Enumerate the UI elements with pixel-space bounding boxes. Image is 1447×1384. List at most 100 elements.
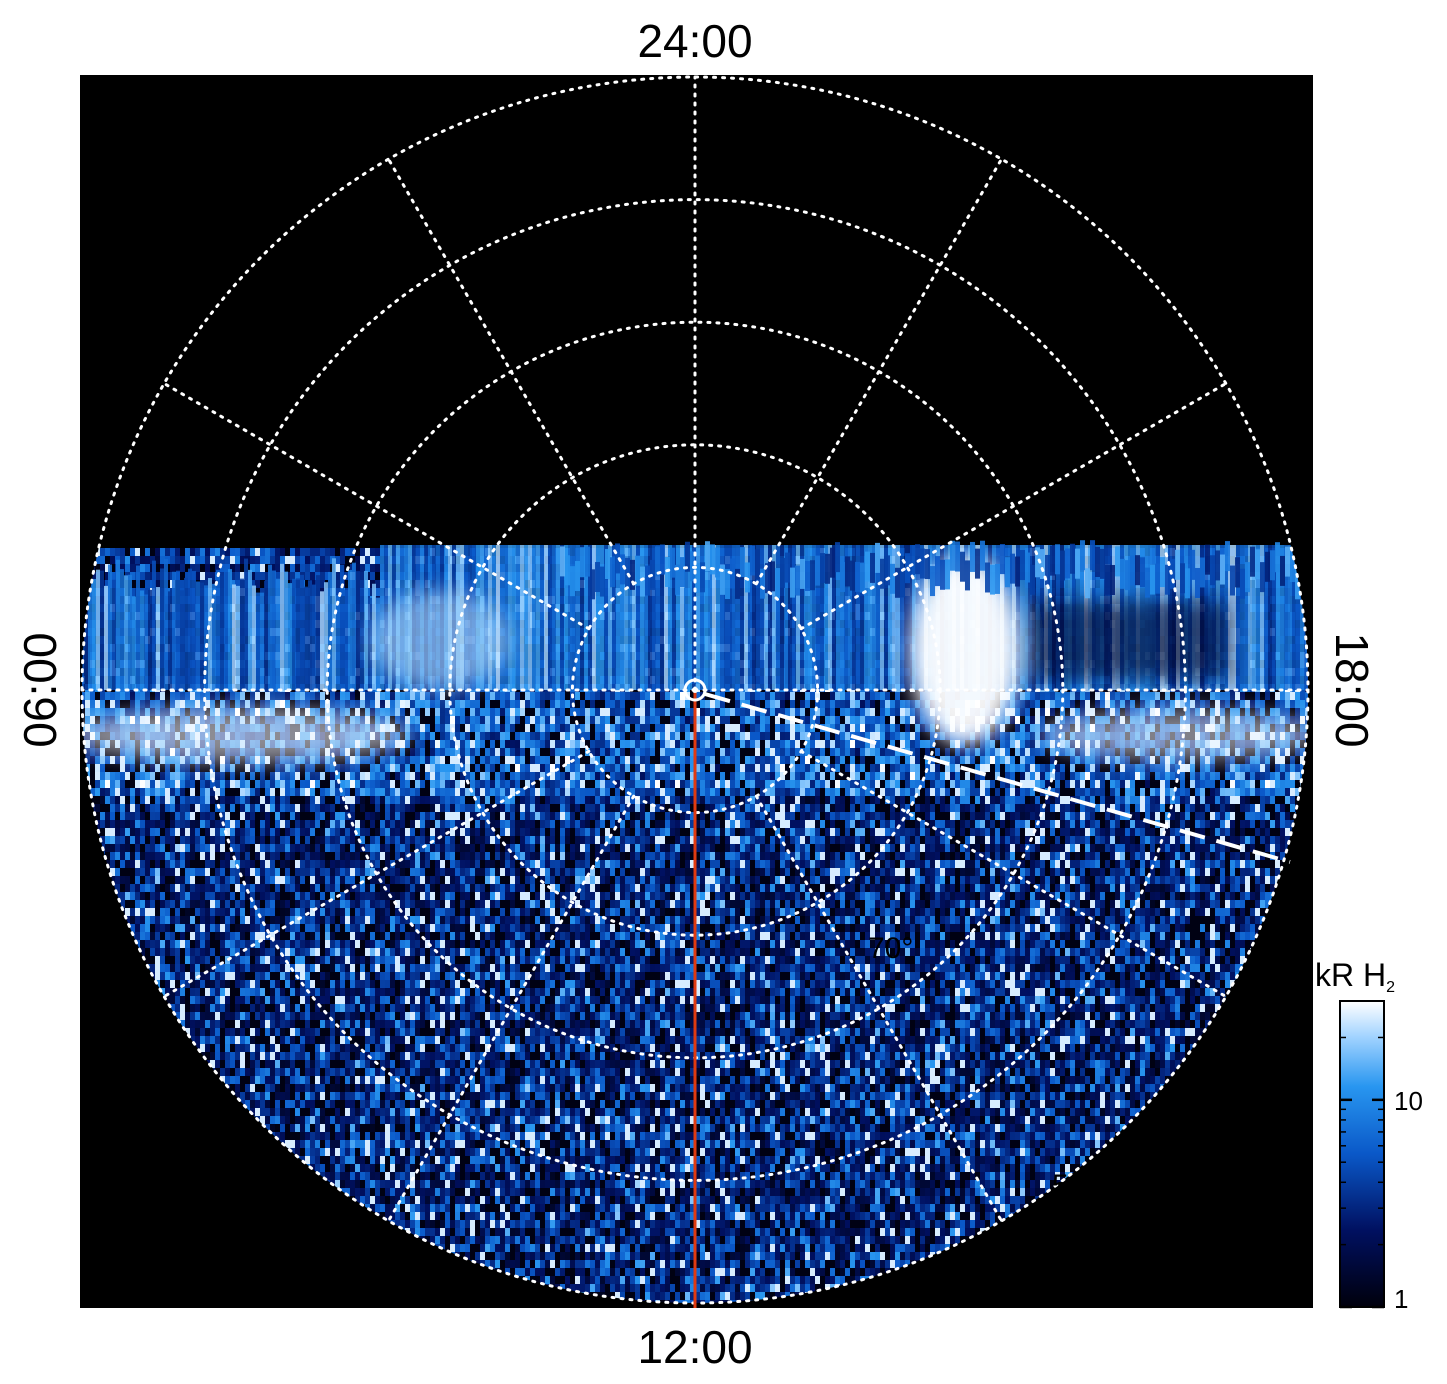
emission-cell <box>190 564 195 574</box>
emission-cell <box>135 700 140 708</box>
emission-cell <box>220 548 225 560</box>
emission-cell <box>140 556 145 571</box>
emission-cell <box>360 564 365 578</box>
emission-cell <box>100 700 105 708</box>
emission-cell <box>250 572 255 584</box>
emission-cell <box>505 692 510 701</box>
emission-cell <box>155 564 160 577</box>
emission-cell <box>225 548 230 562</box>
emission-cell <box>365 564 370 575</box>
emission-cell <box>285 564 290 574</box>
emission-cell <box>730 700 735 708</box>
emission-cell <box>585 700 590 709</box>
emission-cell <box>285 556 290 571</box>
emission-cell <box>210 564 215 578</box>
emission-cell <box>335 572 340 584</box>
emission-cell <box>185 548 190 560</box>
emission-cell <box>330 548 335 561</box>
emission-cell <box>320 548 325 556</box>
emission-cell <box>205 580 210 589</box>
emission-cell <box>250 556 255 566</box>
emission-cell <box>760 692 765 700</box>
emission-cell <box>360 692 365 701</box>
emission-cell <box>140 564 145 575</box>
emission-cell <box>115 548 120 558</box>
emission-cell <box>210 572 215 580</box>
emission-cell <box>295 548 300 556</box>
emission-cell <box>110 548 115 558</box>
emission-cell <box>130 572 135 585</box>
emission-cell <box>170 548 175 563</box>
emission-cell <box>310 556 315 569</box>
emission-cell <box>135 548 140 557</box>
emission-cell <box>215 556 220 565</box>
emission-cell <box>275 548 280 563</box>
emission-cell <box>320 692 325 700</box>
emission-cell <box>1170 692 1175 701</box>
emission-cell <box>160 556 165 569</box>
emission-cell <box>205 564 210 575</box>
emission-cell <box>185 572 190 582</box>
emission-cell <box>340 548 345 559</box>
emission-cell <box>280 700 285 709</box>
emission-cell <box>1290 700 1295 708</box>
emission-cell <box>1070 692 1075 701</box>
emission-cell <box>350 548 355 560</box>
emission-cell <box>200 548 205 562</box>
emission-cell <box>330 700 335 709</box>
emission-cell <box>375 588 380 596</box>
emission-cell <box>200 572 205 585</box>
emission-cell <box>620 700 625 708</box>
emission-cell <box>260 548 265 561</box>
emission-cell <box>320 564 325 574</box>
emission-cell <box>375 564 380 573</box>
emission-cell <box>540 700 545 709</box>
emission-cell <box>1230 700 1235 709</box>
emission-cell <box>105 572 110 584</box>
emission-cell <box>855 692 860 700</box>
emission-cell <box>240 548 245 557</box>
emission-cell <box>305 572 310 587</box>
emission-cell <box>860 692 865 700</box>
emission-cell <box>260 572 265 586</box>
emission-cell <box>365 556 370 564</box>
emission-cell <box>130 588 135 599</box>
emission-cell <box>310 564 315 575</box>
emission-cell <box>780 700 785 709</box>
emission-cell <box>220 564 225 577</box>
emission-cell <box>460 692 465 700</box>
emission-cell <box>220 700 225 708</box>
emission-cell <box>120 700 125 708</box>
emission-cell <box>890 700 895 708</box>
emission-cell <box>475 700 480 709</box>
emission-cell <box>1270 700 1275 709</box>
emission-cell <box>180 700 185 709</box>
emission-cell <box>190 548 195 560</box>
emission-cell <box>255 572 260 585</box>
emission-cell <box>375 556 380 566</box>
emission-cell <box>300 564 305 575</box>
emission-cell <box>1050 700 1055 708</box>
emission-cell <box>735 692 740 700</box>
emission-cell <box>290 556 295 569</box>
emission-cell <box>310 548 315 560</box>
emission-cell <box>270 556 275 564</box>
emission-cell <box>145 548 150 558</box>
emission-cell <box>240 556 245 566</box>
emission-cell <box>325 556 330 564</box>
emission-cell <box>325 564 330 578</box>
emission-cell <box>140 548 145 561</box>
emission-cell <box>135 556 140 571</box>
emission-cell <box>260 556 265 565</box>
emission-cell <box>200 564 205 579</box>
emission-cell <box>280 556 285 564</box>
emission-cell <box>1265 692 1270 700</box>
emission-cell <box>1245 700 1250 708</box>
emission-cell <box>155 548 160 560</box>
emission-cell <box>155 580 160 594</box>
emission-cell <box>355 564 360 575</box>
emission-cell <box>1055 700 1060 708</box>
emission-cell <box>835 700 840 709</box>
emission-cell <box>115 708 120 716</box>
